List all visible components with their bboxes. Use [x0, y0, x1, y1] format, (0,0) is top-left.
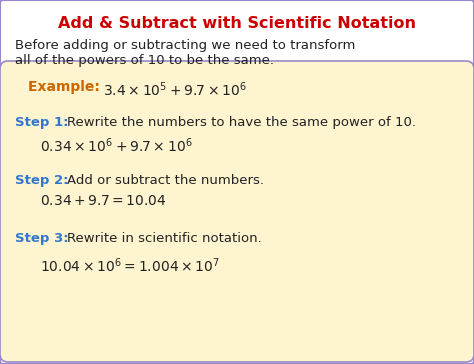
Text: all of the powers of 10 to be the same.: all of the powers of 10 to be the same.: [15, 54, 274, 67]
Text: Step 3:: Step 3:: [15, 232, 73, 245]
Text: $3.4 \times 10^5 + 9.7 \times 10^6$: $3.4 \times 10^5 + 9.7 \times 10^6$: [103, 80, 247, 99]
Text: Rewrite in scientific notation.: Rewrite in scientific notation.: [67, 232, 262, 245]
Text: Rewrite the numbers to have the same power of 10.: Rewrite the numbers to have the same pow…: [67, 116, 416, 129]
Text: $10.04 \times 10^6 = 1.004 \times 10^7$: $10.04 \times 10^6 = 1.004 \times 10^7$: [40, 256, 220, 274]
Text: $0.34 \times 10^6 + 9.7 \times 10^6$: $0.34 \times 10^6 + 9.7 \times 10^6$: [40, 136, 192, 155]
Text: Example:: Example:: [28, 80, 105, 94]
Text: Step 1:: Step 1:: [15, 116, 73, 129]
Text: $0.34 + 9.7 = 10.04$: $0.34 + 9.7 = 10.04$: [40, 194, 167, 208]
Text: Step 2:: Step 2:: [15, 174, 73, 187]
Text: Before adding or subtracting we need to transform: Before adding or subtracting we need to …: [15, 39, 356, 52]
FancyBboxPatch shape: [0, 61, 474, 362]
Text: Add & Subtract with Scientific Notation: Add & Subtract with Scientific Notation: [58, 16, 416, 31]
Text: Add or subtract the numbers.: Add or subtract the numbers.: [67, 174, 264, 187]
